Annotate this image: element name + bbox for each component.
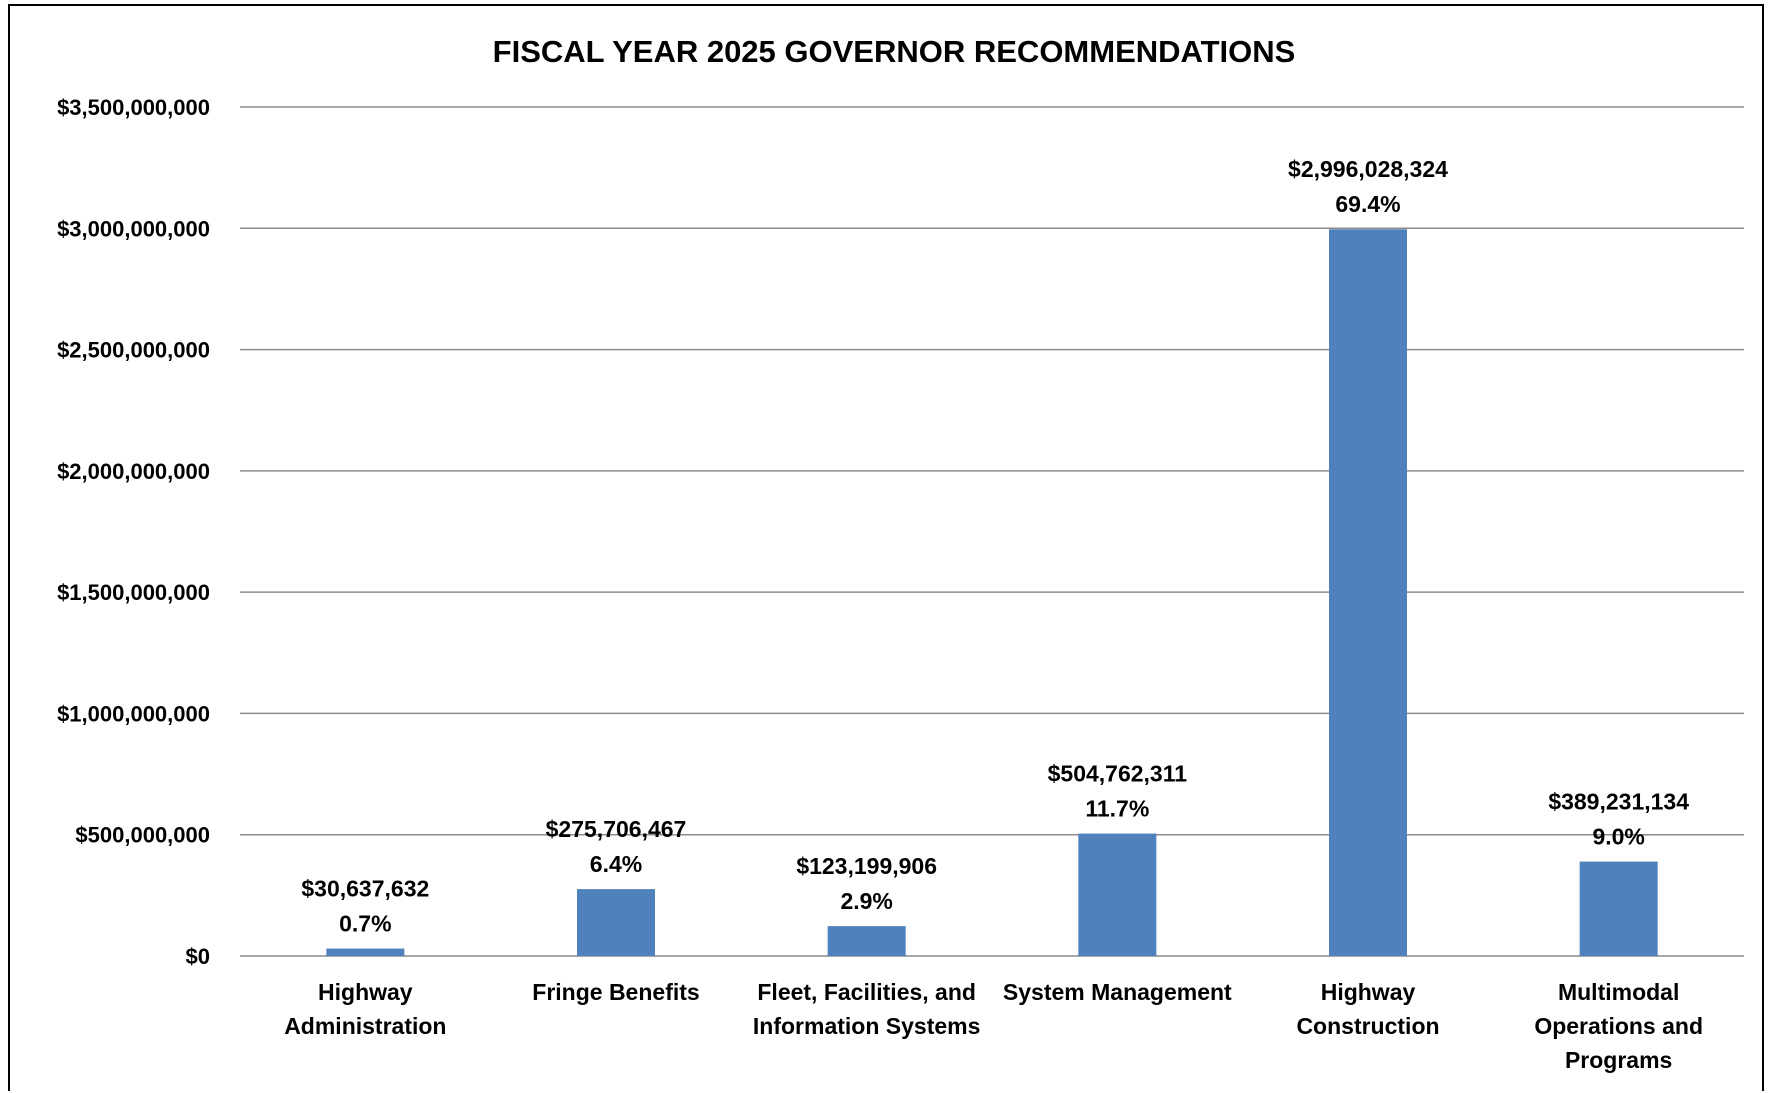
bar bbox=[326, 948, 405, 956]
x-category-label: Information Systems bbox=[753, 1013, 981, 1039]
data-label-percent: 69.4% bbox=[1335, 191, 1400, 217]
chart-frame: FISCAL YEAR 2025 GOVERNOR RECOMMENDATION… bbox=[8, 4, 1764, 1091]
data-label-percent: 0.7% bbox=[339, 911, 391, 937]
bar bbox=[577, 889, 655, 956]
x-category-label: Highway bbox=[318, 979, 413, 1005]
data-label-value: $389,231,134 bbox=[1548, 789, 1689, 815]
x-category-label: Programs bbox=[1565, 1047, 1672, 1073]
y-tick-label: $0 bbox=[186, 944, 210, 969]
y-tick-label: $2,000,000,000 bbox=[57, 459, 210, 484]
data-label-percent: 11.7% bbox=[1085, 796, 1149, 822]
data-label-value: $2,996,028,324 bbox=[1288, 156, 1448, 182]
data-label-value: $275,706,467 bbox=[546, 816, 687, 842]
data-label-value: $123,199,906 bbox=[796, 853, 937, 879]
x-category-label: Administration bbox=[284, 1013, 446, 1039]
y-tick-label: $2,500,000,000 bbox=[57, 338, 210, 363]
bar bbox=[1078, 833, 1157, 956]
x-category-label: System Management bbox=[1003, 979, 1232, 1005]
x-category-label: Highway bbox=[1321, 979, 1416, 1005]
data-label-value: $30,637,632 bbox=[301, 876, 429, 902]
bar bbox=[827, 926, 906, 956]
gridlines bbox=[240, 106, 1744, 957]
x-axis-category-labels: Highway Administration Fringe Benefits Flee… bbox=[284, 979, 1703, 1073]
data-labels: $30,637,632 0.7% $275,706,467 6.4% $123,199,… bbox=[301, 156, 1689, 936]
data-label-percent: 6.4% bbox=[590, 851, 642, 877]
bar-chart: FISCAL YEAR 2025 GOVERNOR RECOMMENDATION… bbox=[57, 34, 1744, 1073]
x-category-label: Construction bbox=[1296, 1013, 1439, 1039]
y-tick-label: $3,000,000,000 bbox=[57, 216, 210, 241]
y-axis-tick-labels: $0 $500,000,000 $1,000,000,000 $1,500,000,0… bbox=[57, 95, 210, 969]
x-category-label: Fringe Benefits bbox=[532, 979, 699, 1005]
data-label-value: $504,762,311 bbox=[1048, 761, 1188, 787]
x-category-label: Fleet, Facilities, and bbox=[757, 979, 976, 1005]
x-category-label: Operations and bbox=[1534, 1013, 1703, 1039]
bar bbox=[1579, 861, 1658, 956]
y-tick-label: $3,500,000,000 bbox=[57, 95, 210, 120]
data-label-percent: 2.9% bbox=[840, 888, 892, 914]
bar bbox=[1329, 229, 1407, 956]
bars bbox=[326, 229, 1658, 956]
chart-title: FISCAL YEAR 2025 GOVERNOR RECOMMENDATION… bbox=[493, 34, 1296, 69]
data-label-percent: 9.0% bbox=[1592, 824, 1644, 850]
y-tick-label: $1,000,000,000 bbox=[57, 701, 210, 726]
y-tick-label: $1,500,000,000 bbox=[57, 580, 210, 605]
x-category-label: Multimodal bbox=[1558, 979, 1679, 1005]
y-tick-label: $500,000,000 bbox=[75, 823, 210, 848]
